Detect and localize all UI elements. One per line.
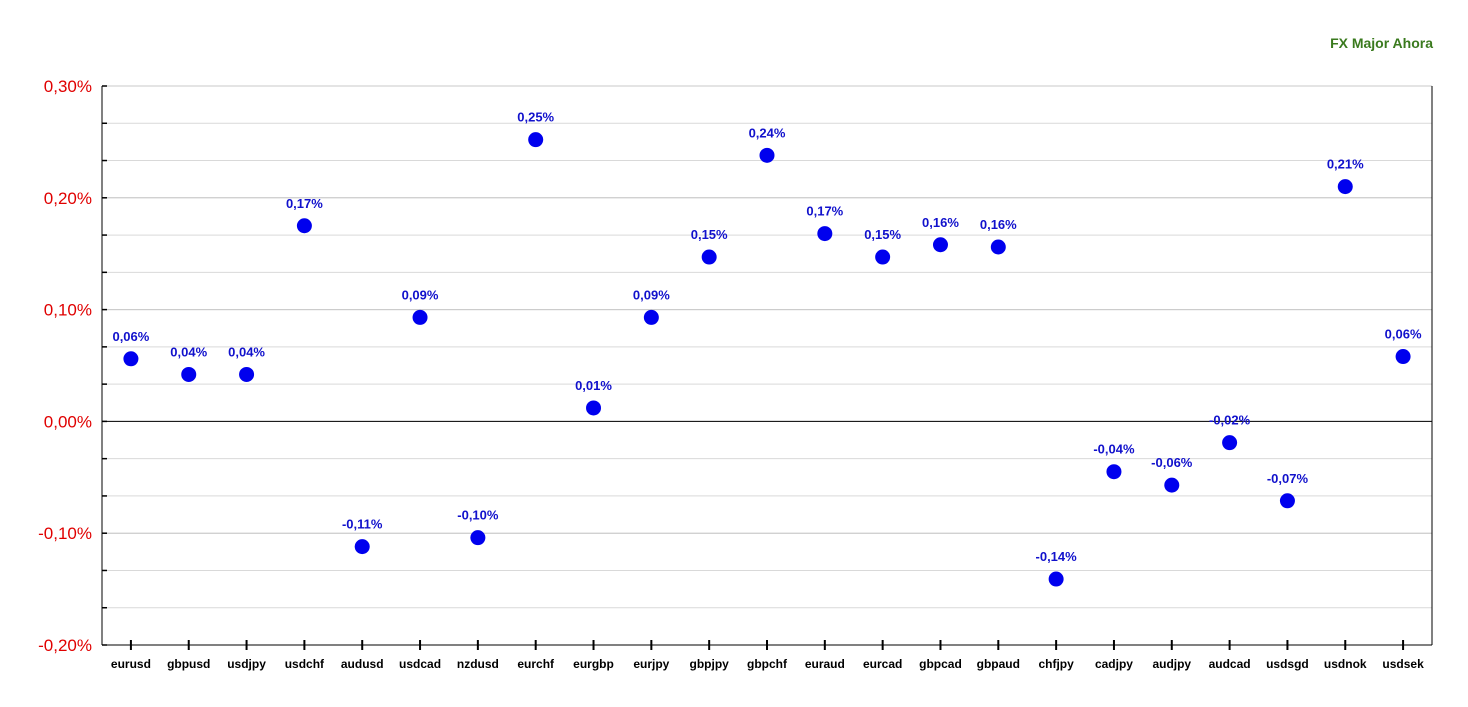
data-label: 0,21% (1327, 157, 1364, 172)
x-tick-label: usdsek (1382, 657, 1424, 671)
data-point (1048, 571, 1064, 587)
x-tick-label: cadjpy (1095, 657, 1133, 671)
x-tick-labels: eurusd gbpusd usdjpy usdchf audusd usdcad nzdu… (111, 657, 1424, 671)
data-point (470, 530, 486, 546)
x-tick-label: audusd (341, 657, 384, 671)
data-label: 0,17% (806, 204, 843, 219)
x-tick-label: eurusd (111, 657, 151, 671)
data-label: 0,06% (1385, 327, 1422, 342)
data-label: -0,11% (342, 517, 383, 532)
data-label: -0,04% (1093, 442, 1135, 457)
data-label: 0,09% (633, 287, 670, 302)
data-point (643, 309, 659, 325)
data-label: -0,07% (1267, 471, 1309, 486)
x-tick-label: usdcad (399, 657, 441, 671)
data-label: 0,15% (691, 227, 728, 242)
data-label: 0,06% (112, 329, 149, 344)
data-label: 0,17% (286, 196, 323, 211)
data-label: 0,24% (749, 125, 786, 140)
x-tick-label: audcad (1209, 657, 1251, 671)
data-label: 0,15% (864, 227, 901, 242)
y-tick-label: 0,30% (44, 77, 92, 96)
data-point (1106, 464, 1122, 480)
x-tick-label: eurcad (863, 657, 902, 671)
data-point (759, 147, 775, 163)
y-tick-label: 0,10% (44, 301, 92, 320)
y-tick-label: -0,10% (38, 524, 92, 543)
data-label: 0,25% (517, 110, 554, 125)
x-tick-label: usdsgd (1266, 657, 1309, 671)
data-label: -0,10% (457, 508, 499, 523)
data-labels: 0,06% 0,04% 0,04% 0,17% -0,11% 0,09% -0,10% 0,2… (112, 110, 1421, 564)
x-tick-label: chfjpy (1038, 657, 1074, 671)
x-tick-label: eurjpy (633, 657, 669, 671)
data-label: 0,04% (170, 344, 207, 359)
x-tick-label: euraud (805, 657, 845, 671)
data-point (1395, 349, 1411, 365)
data-point (528, 132, 544, 148)
x-tick-label: eurgbp (573, 657, 614, 671)
data-label: 0,09% (402, 287, 439, 302)
x-tick-label: gbpusd (167, 657, 210, 671)
data-point (181, 366, 197, 382)
data-label: 0,04% (228, 344, 265, 359)
data-point (932, 237, 948, 253)
data-label: 0,01% (575, 378, 612, 393)
data-point (296, 218, 312, 234)
data-point (1222, 435, 1238, 451)
data-label: -0,14% (1036, 549, 1078, 564)
data-points (123, 132, 1411, 587)
x-tick-label: eurchf (517, 657, 555, 671)
axis-layer (101, 85, 1433, 650)
y-tick-label: 0,00% (44, 412, 92, 431)
x-tick-label: gbpcad (919, 657, 962, 671)
data-label: 0,16% (980, 217, 1017, 232)
y-tick-label: 0,20% (44, 189, 92, 208)
x-tick-label: nzdusd (457, 657, 499, 671)
y-tick-labels: -0,20% -0,10% 0,00% 0,10% 0,20% 0,30% (38, 77, 92, 655)
data-point (990, 239, 1006, 255)
y-tick-label: -0,20% (38, 636, 92, 655)
data-point (354, 539, 370, 555)
data-label: -0,06% (1151, 455, 1193, 470)
data-point (875, 249, 891, 265)
data-point (1164, 477, 1180, 493)
data-point (412, 309, 428, 325)
data-label: -0,02% (1209, 413, 1251, 428)
grid-layer (102, 85, 1432, 646)
data-label: 0,16% (922, 215, 959, 230)
chart-title: FX Major Ahora (1330, 35, 1433, 51)
x-tick-label: gbpchf (747, 657, 788, 671)
data-point (586, 400, 602, 416)
data-point (1337, 179, 1353, 195)
x-tick-label: usdjpy (227, 657, 266, 671)
x-tick-label: gbpjpy (690, 657, 730, 671)
data-point (123, 351, 139, 367)
x-tick-label: audjpy (1152, 657, 1191, 671)
data-point (701, 249, 717, 265)
data-point (1279, 493, 1295, 509)
x-tick-label: usdchf (285, 657, 325, 671)
data-point (239, 366, 255, 382)
x-tick-label: usdnok (1324, 657, 1367, 671)
data-point (817, 226, 833, 242)
x-tick-label: gbpaud (977, 657, 1020, 671)
